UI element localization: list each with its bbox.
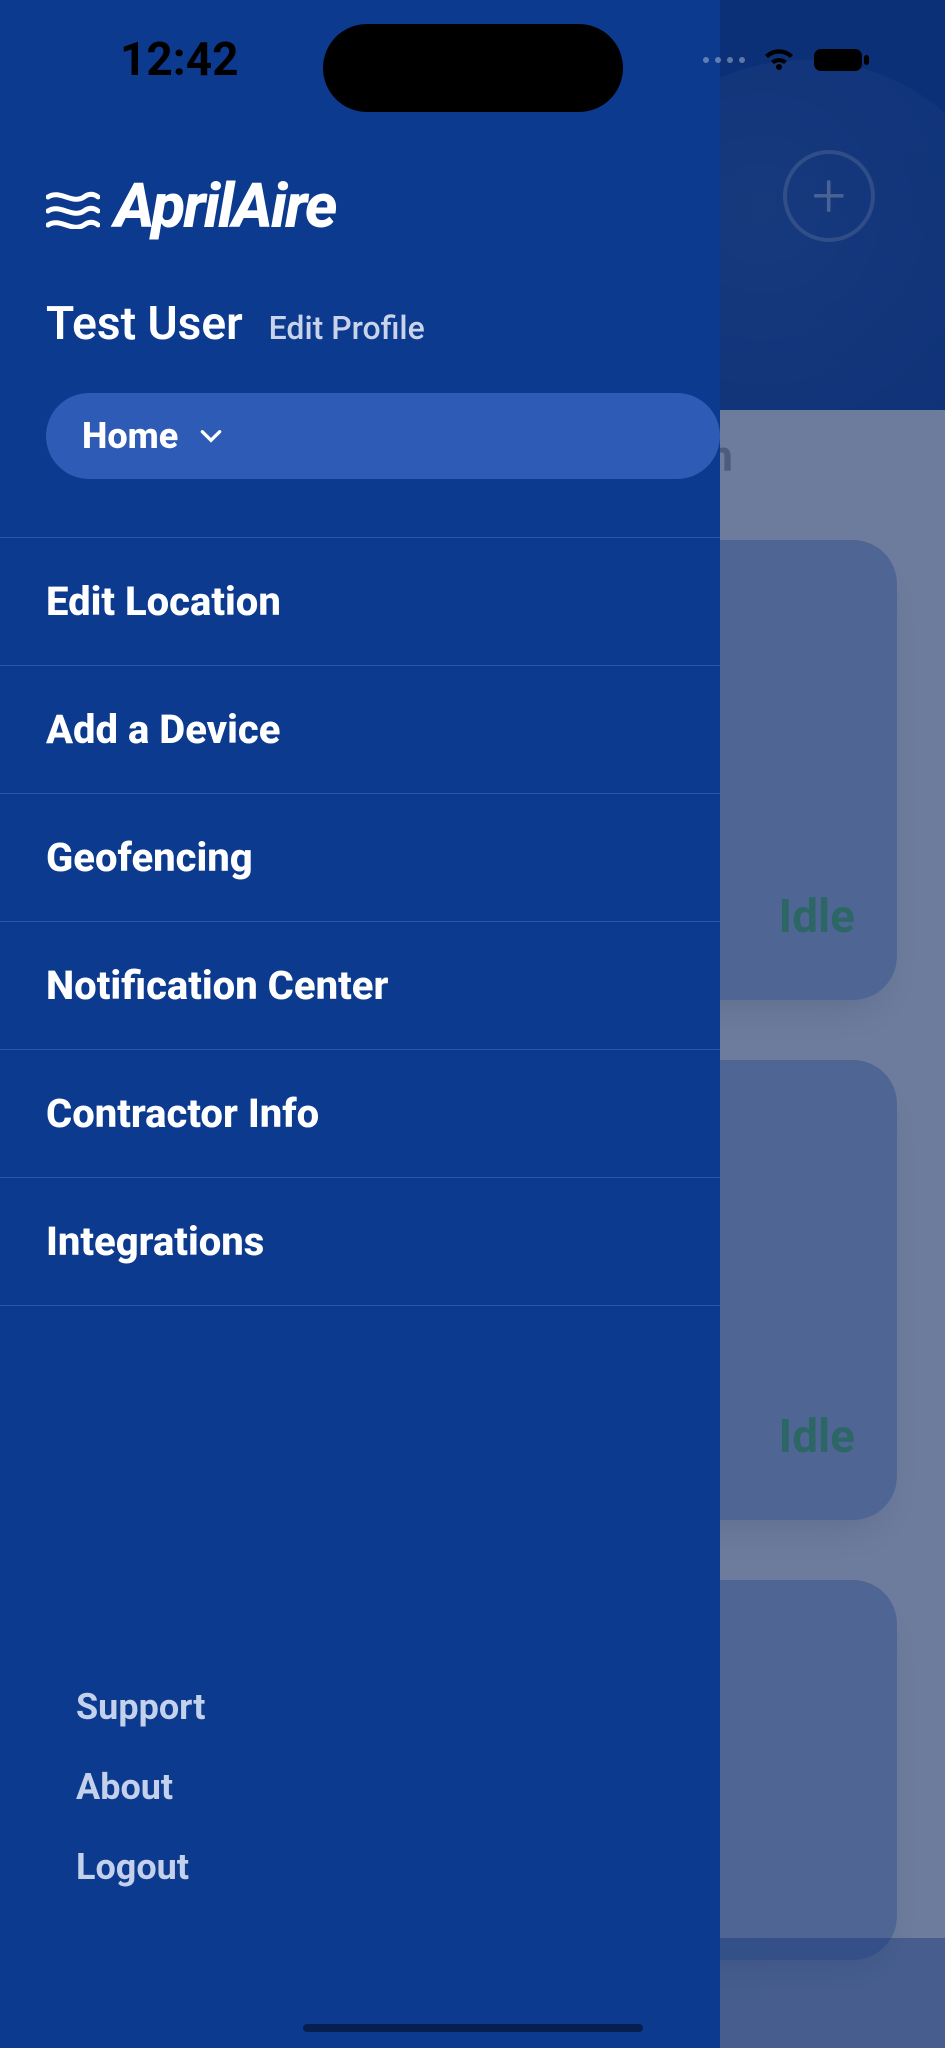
- menu-integrations[interactable]: Integrations: [0, 1178, 720, 1306]
- drawer-footer: Support About Logout: [0, 1686, 720, 2048]
- location-pill[interactable]: Home: [46, 393, 720, 479]
- brand-wave-icon: [46, 185, 100, 229]
- brand-wordmark: AprilAire: [114, 170, 336, 243]
- menu-contractor-info[interactable]: Contractor Info: [0, 1050, 720, 1178]
- footer-about[interactable]: About: [76, 1766, 720, 1808]
- menu-notification-center[interactable]: Notification Center: [0, 922, 720, 1050]
- navigation-drawer: AprilAire Test User Edit Profile Home Ed…: [0, 0, 720, 2048]
- user-name: Test User: [46, 297, 243, 351]
- home-indicator: [303, 2024, 643, 2032]
- brand-logo: AprilAire: [46, 170, 720, 243]
- location-pill-label: Home: [82, 415, 178, 457]
- menu-geofencing[interactable]: Geofencing: [0, 794, 720, 922]
- chevron-down-icon: [198, 423, 224, 449]
- drawer-menu: Edit Location Add a Device Geofencing No…: [0, 537, 720, 1306]
- menu-edit-location[interactable]: Edit Location: [0, 538, 720, 666]
- edit-profile-link[interactable]: Edit Profile: [269, 309, 425, 347]
- user-row: Test User Edit Profile: [46, 297, 720, 351]
- footer-logout[interactable]: Logout: [76, 1846, 720, 1888]
- footer-support[interactable]: Support: [76, 1686, 720, 1728]
- menu-add-device[interactable]: Add a Device: [0, 666, 720, 794]
